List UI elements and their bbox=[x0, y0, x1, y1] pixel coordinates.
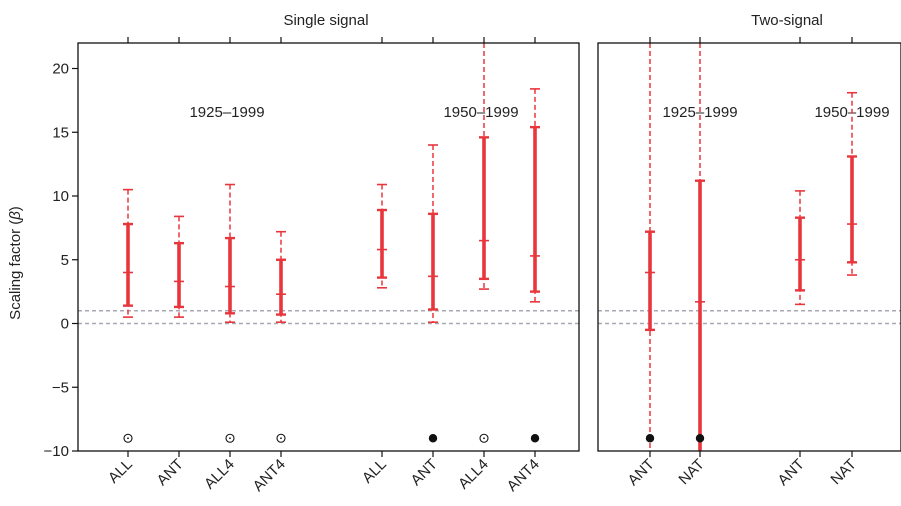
y-tick-label: −5 bbox=[52, 379, 69, 396]
y-tick-label: 5 bbox=[61, 252, 69, 269]
open-marker-dot bbox=[229, 437, 231, 440]
panel-frame-two bbox=[597, 42, 901, 452]
x-category-label-single-7: ANT4 bbox=[504, 456, 543, 495]
x-category-label-single-1: ANT bbox=[154, 456, 187, 489]
panel-title-two: Two-signal bbox=[751, 12, 823, 29]
panel-frame-single bbox=[77, 42, 580, 452]
filled-marker bbox=[695, 434, 705, 443]
x-category-label-two-3: NAT bbox=[827, 456, 859, 488]
open-marker-dot bbox=[127, 437, 129, 440]
filled-marker bbox=[530, 434, 540, 443]
y-tick-label: 0 bbox=[61, 316, 69, 333]
open-marker-dot bbox=[280, 437, 282, 440]
x-category-label-single-4: ALL bbox=[359, 456, 390, 487]
open-marker-dot bbox=[483, 437, 485, 440]
y-tick-label: 20 bbox=[52, 61, 69, 78]
x-category-label-single-5: ANT bbox=[408, 456, 441, 489]
x-category-label-single-2: ALL4 bbox=[201, 456, 238, 493]
period-annotation-two-0: 1925–1999 bbox=[662, 104, 737, 121]
filled-marker bbox=[428, 434, 438, 443]
x-category-label-single-6: ALL4 bbox=[455, 456, 492, 493]
x-category-label-single-0: ALL bbox=[105, 456, 136, 487]
y-axis-label: Scaling factor (β) bbox=[7, 206, 24, 320]
y-tick-label: −10 bbox=[44, 443, 69, 460]
y-tick-label: 10 bbox=[52, 188, 69, 205]
x-category-label-two-0: ANT bbox=[625, 456, 658, 489]
period-annotation-single-1: 1950–1999 bbox=[443, 104, 518, 121]
x-category-label-single-3: ANT4 bbox=[250, 456, 289, 495]
period-annotation-single-0: 1925–1999 bbox=[189, 104, 264, 121]
x-category-label-two-1: NAT bbox=[675, 456, 707, 488]
y-tick-label: 15 bbox=[52, 124, 69, 141]
filled-marker bbox=[645, 434, 655, 443]
panel-title-single: Single signal bbox=[283, 12, 368, 29]
x-category-label-two-2: ANT bbox=[775, 456, 808, 489]
